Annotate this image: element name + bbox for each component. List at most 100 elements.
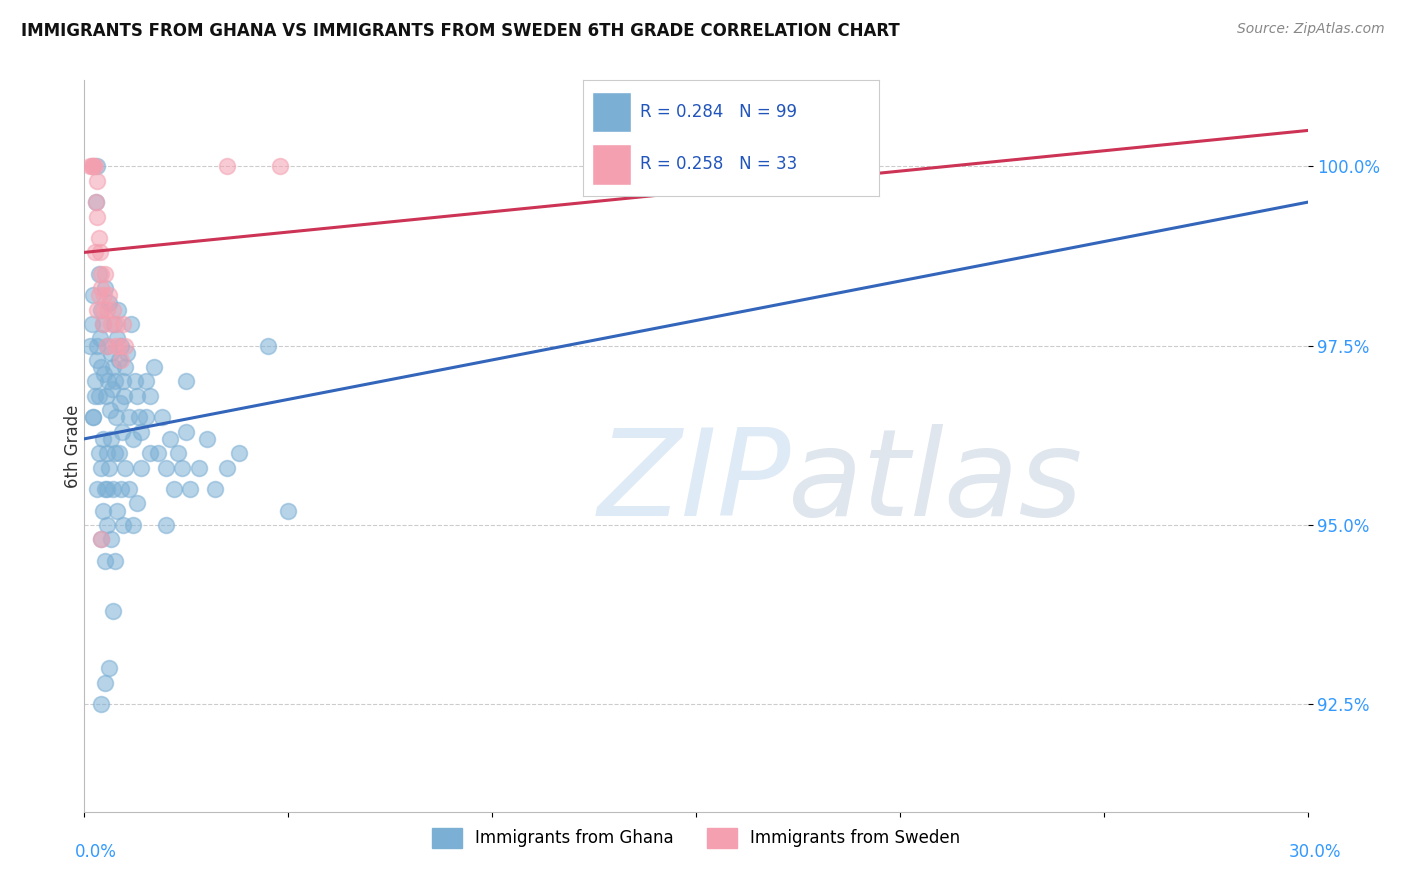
Point (93, 482, 115, 496)
Point (86, 159, 108, 173)
Point (112, 375, 135, 389)
Point (84, 195, 107, 210)
Point (80, 159, 103, 173)
Point (111, 425, 134, 439)
Point (79, 159, 101, 173)
Point (195, 432, 218, 446)
Point (107, 302, 129, 317)
Point (159, 432, 181, 446)
Point (105, 317, 128, 331)
Point (105, 503, 128, 517)
Point (105, 331, 128, 345)
Text: 0.0%: 0.0% (75, 843, 117, 861)
Point (82, 410, 104, 425)
Point (87, 446, 110, 460)
Point (103, 317, 125, 331)
Point (86, 302, 108, 317)
Point (93, 288, 115, 302)
Point (91, 432, 114, 446)
Point (79, 338, 101, 352)
Point (142, 360, 165, 375)
Point (96, 302, 118, 317)
Point (124, 375, 146, 389)
Point (228, 446, 250, 460)
Point (82, 159, 104, 173)
Point (90, 460, 112, 475)
Point (127, 496, 149, 510)
Point (91, 503, 114, 517)
Point (87, 288, 110, 302)
Point (118, 482, 141, 496)
Text: 30.0%: 30.0% (1288, 843, 1341, 861)
Point (110, 353, 132, 368)
Point (135, 375, 157, 389)
Point (84, 195, 107, 210)
Point (83, 159, 105, 173)
Point (155, 517, 177, 532)
Point (155, 460, 177, 475)
Point (96, 482, 118, 496)
Point (122, 517, 145, 532)
Point (93, 267, 115, 281)
Point (83, 389, 105, 403)
Point (100, 345, 122, 359)
Point (167, 446, 190, 460)
Point (86, 210, 108, 224)
Point (217, 460, 239, 475)
Point (104, 554, 127, 568)
Point (82, 410, 104, 425)
Point (204, 482, 226, 496)
Point (114, 460, 136, 475)
Point (131, 425, 153, 439)
Point (122, 432, 145, 446)
Point (112, 317, 135, 331)
Point (89, 245, 111, 260)
Point (100, 317, 122, 331)
Point (101, 382, 124, 396)
Point (96, 517, 118, 532)
Point (101, 302, 124, 317)
Point (97, 288, 120, 302)
Point (91, 317, 114, 331)
Point (100, 432, 122, 446)
Point (146, 446, 169, 460)
Point (87, 231, 110, 245)
Point (128, 410, 150, 425)
Point (89, 331, 111, 345)
Point (83, 375, 105, 389)
Point (91, 302, 114, 317)
Point (101, 482, 124, 496)
Text: R = 0.258   N = 33: R = 0.258 N = 33 (640, 155, 797, 173)
Point (172, 460, 194, 475)
Point (174, 375, 197, 389)
Point (150, 410, 173, 425)
Point (80, 317, 103, 331)
Point (269, 159, 291, 173)
Point (114, 338, 136, 352)
Point (90, 281, 112, 295)
Point (93, 675, 115, 690)
Point (257, 338, 280, 352)
Point (97, 375, 120, 389)
Point (163, 482, 186, 496)
Legend: Immigrants from Ghana, Immigrants from Sweden: Immigrants from Ghana, Immigrants from S… (425, 821, 967, 855)
Bar (592, 92, 631, 132)
Point (93, 368, 115, 382)
Point (110, 482, 132, 496)
Point (110, 338, 132, 352)
Text: Source: ZipAtlas.com: Source: ZipAtlas.com (1237, 22, 1385, 37)
Point (174, 425, 197, 439)
Point (127, 389, 149, 403)
Point (87, 389, 110, 403)
Point (112, 517, 135, 532)
Point (90, 533, 112, 547)
Point (86, 338, 108, 352)
Point (108, 338, 131, 352)
Point (110, 396, 132, 410)
Text: atlas: atlas (787, 424, 1083, 541)
Point (86, 174, 108, 188)
Point (187, 460, 209, 475)
Point (138, 446, 160, 460)
Point (115, 345, 138, 359)
Point (90, 267, 112, 281)
